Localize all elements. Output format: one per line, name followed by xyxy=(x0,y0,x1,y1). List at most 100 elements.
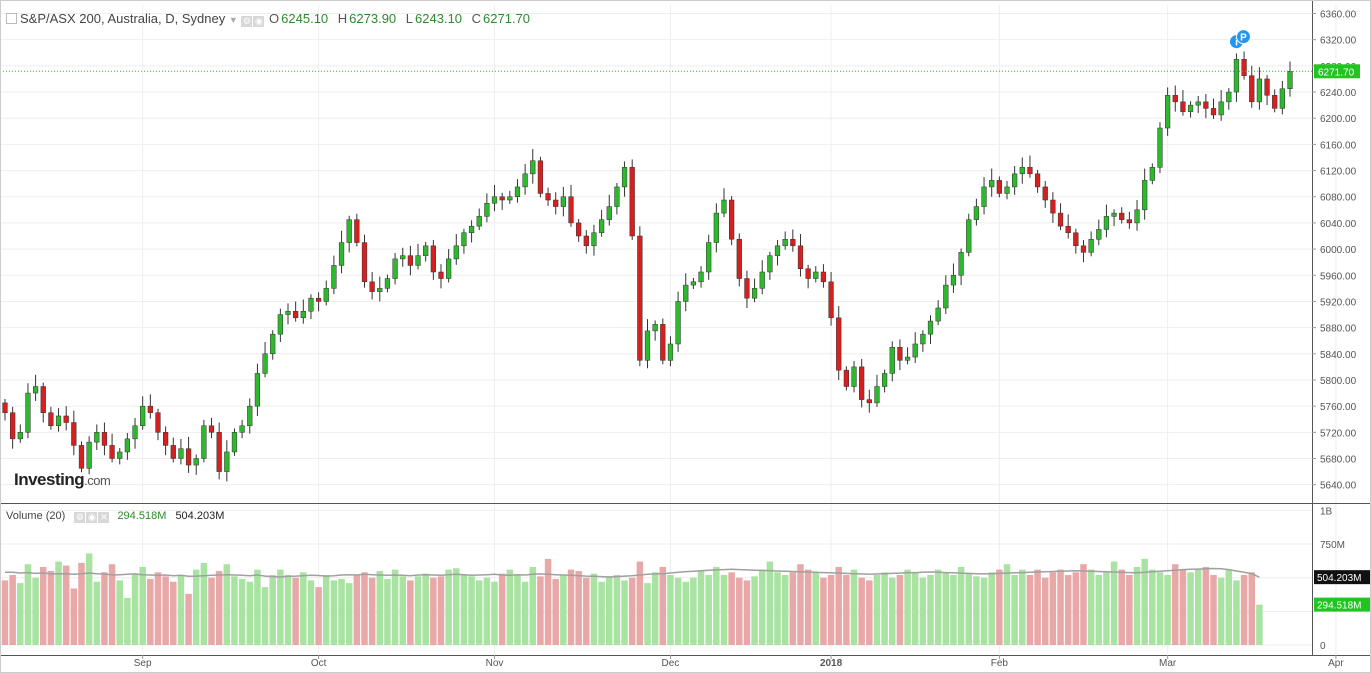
volume-bar xyxy=(674,577,682,645)
candle-body xyxy=(943,284,949,309)
time-tick-label: Sep xyxy=(134,658,152,669)
candle-body xyxy=(430,245,436,273)
candle-body xyxy=(904,356,911,361)
volume-value: 294.518M xyxy=(117,510,167,522)
volume-tick-label: 750M xyxy=(1320,540,1345,551)
candle-body xyxy=(843,369,849,387)
candle-body xyxy=(553,199,559,207)
candle-body xyxy=(920,333,926,345)
volume-bar xyxy=(781,575,789,645)
candle-body xyxy=(55,415,62,427)
candle-body xyxy=(759,271,765,289)
volume-settings-icon[interactable]: ⚙ xyxy=(74,512,86,523)
volume-bar xyxy=(889,577,896,645)
volume-tick-label: 0 xyxy=(1320,641,1326,652)
volume-bar xyxy=(942,572,950,645)
volume-title[interactable]: Volume (20) xyxy=(6,510,66,522)
candle-body xyxy=(1226,91,1232,103)
candle-body xyxy=(2,402,8,413)
volume-bar xyxy=(1072,572,1080,645)
volume-close-icon[interactable]: ✕ xyxy=(98,512,110,523)
volume-bar xyxy=(300,572,307,645)
candle-body xyxy=(912,343,918,358)
candle-body xyxy=(32,386,39,394)
candle-body xyxy=(927,320,934,335)
volume-bar xyxy=(483,577,491,645)
event-marker-p[interactable] xyxy=(1235,29,1251,45)
candle-body xyxy=(1256,78,1263,103)
volume-bar xyxy=(1172,564,1179,645)
open-label: O xyxy=(269,11,280,26)
candle-body xyxy=(958,252,964,276)
candle-body xyxy=(881,373,888,387)
volume-bar xyxy=(78,562,85,645)
candle-body xyxy=(415,255,421,266)
price-axis[interactable]: 5640.00 5680.00 5720.00 5760.00 5800.00 5840.… xyxy=(1312,10,1360,492)
candle-body xyxy=(1142,180,1148,211)
visibility-icon[interactable]: ◉ xyxy=(253,16,265,27)
volume-bar xyxy=(498,573,506,645)
candle-body xyxy=(346,219,352,243)
volume-bar xyxy=(453,568,460,645)
volume-bar xyxy=(147,579,154,645)
candle-body xyxy=(966,219,972,253)
price-tick-label: 6320.00 xyxy=(1320,36,1357,47)
candle-body xyxy=(774,245,781,256)
volume-bar xyxy=(338,579,345,645)
volume-bar xyxy=(1179,569,1187,645)
volume-bar xyxy=(705,575,712,645)
candle-body xyxy=(805,268,811,279)
volume-bar xyxy=(1118,569,1125,645)
candle-body xyxy=(338,242,345,266)
price-tick-label: 5680.00 xyxy=(1320,455,1357,466)
logo-brand: Investing xyxy=(14,470,85,489)
price-tick-label: 6120.00 xyxy=(1320,167,1357,178)
candle-body xyxy=(109,445,115,459)
candle-body xyxy=(736,239,742,279)
candle-body xyxy=(530,160,536,175)
price-tick-label: 5920.00 xyxy=(1320,297,1357,308)
candle-body xyxy=(300,311,306,319)
candle-body xyxy=(644,330,651,361)
volume-axis[interactable]: 0 750M 1B 504.203M 294.518M xyxy=(1314,506,1370,652)
settings-icon[interactable]: ⚙ xyxy=(241,16,253,27)
dropdown-caret-icon[interactable]: ▼ xyxy=(228,15,238,25)
candle-body xyxy=(514,186,521,197)
volume-bar xyxy=(858,577,865,645)
candle-body xyxy=(170,445,176,459)
candle-body xyxy=(683,284,689,302)
time-tick-label: Mar xyxy=(1159,658,1177,669)
candle-body xyxy=(1080,245,1087,253)
price-tick-label: 5960.00 xyxy=(1320,271,1357,282)
candle-body xyxy=(507,196,513,201)
volume-bar xyxy=(368,577,376,645)
candle-body xyxy=(859,366,865,400)
time-axis[interactable]: SepOctNovDec2018FebMarAprMayJunJul19 xyxy=(134,655,1371,669)
volume-bar xyxy=(437,576,445,645)
volume-bar xyxy=(682,581,689,645)
event-marker-label: i xyxy=(1235,38,1238,49)
volume-bar xyxy=(835,566,842,645)
candle-body xyxy=(476,216,482,227)
candle-body xyxy=(262,353,268,374)
candle-body xyxy=(1287,71,1293,90)
collapse-icon[interactable] xyxy=(6,13,17,24)
candle-body xyxy=(591,232,597,247)
candle-body xyxy=(117,451,123,459)
volume-bar xyxy=(177,575,185,645)
candle-body xyxy=(660,324,666,361)
candle-body xyxy=(598,219,605,233)
last-price-label: 6271.70 xyxy=(1318,67,1355,78)
volume-visibility-icon[interactable]: ◉ xyxy=(86,512,98,523)
volume-bar xyxy=(1210,575,1217,645)
volume-bar xyxy=(1057,569,1064,645)
candle-body xyxy=(147,405,153,413)
candle-body xyxy=(1034,173,1041,188)
volume-bar xyxy=(39,566,47,645)
volume-bar xyxy=(1095,575,1103,645)
price-tick-label: 6160.00 xyxy=(1320,140,1357,151)
candle-body xyxy=(1249,75,1255,103)
candle-body xyxy=(48,412,54,427)
symbol-title[interactable]: S&P/ASX 200, Australia, D, Sydney xyxy=(20,11,226,26)
